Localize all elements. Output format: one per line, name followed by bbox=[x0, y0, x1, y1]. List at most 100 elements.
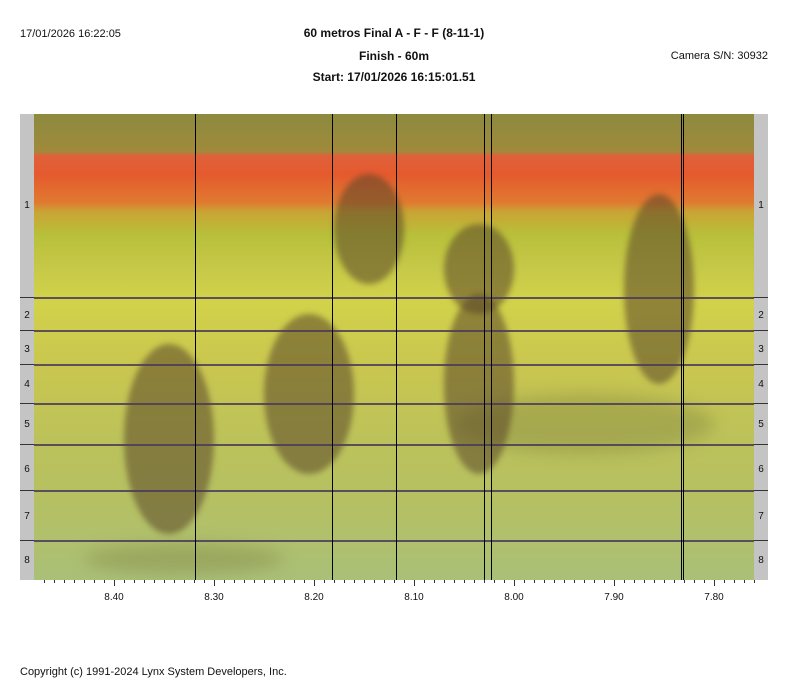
axis-tick bbox=[564, 580, 565, 583]
axis-tick-label: 8.30 bbox=[204, 592, 224, 603]
printed-timestamp: 17/01/2026 16:22:05 bbox=[20, 28, 121, 40]
axis-tick bbox=[694, 580, 695, 583]
photo-finish-image[interactable] bbox=[34, 114, 754, 580]
axis-tick bbox=[374, 580, 375, 583]
axis-tick bbox=[434, 580, 435, 583]
axis-tick bbox=[234, 580, 235, 583]
lane-separator bbox=[20, 297, 34, 298]
axis-tick bbox=[464, 580, 465, 583]
finish-time-line[interactable] bbox=[491, 114, 492, 580]
axis-tick bbox=[184, 580, 185, 583]
axis-tick bbox=[284, 580, 285, 583]
axis-tick bbox=[294, 580, 295, 583]
axis-tick-label: 8.00 bbox=[504, 592, 524, 603]
camera-serial: Camera S/N: 30932 bbox=[670, 50, 768, 62]
axis-tick bbox=[734, 580, 735, 583]
finish-time-line[interactable] bbox=[484, 114, 485, 580]
axis-tick bbox=[584, 580, 585, 583]
left-lane-label: 1 bbox=[24, 200, 30, 211]
lane-separator bbox=[20, 364, 34, 365]
axis-tick bbox=[224, 580, 225, 583]
axis-tick bbox=[534, 580, 535, 583]
right-lane-label: 7 bbox=[758, 511, 764, 522]
lane-separator bbox=[754, 403, 768, 404]
axis-tick bbox=[334, 580, 335, 583]
axis-tick bbox=[134, 580, 135, 583]
axis-tick bbox=[264, 580, 265, 583]
finish-time-line[interactable] bbox=[332, 114, 333, 580]
axis-tick bbox=[754, 580, 755, 583]
lane-divider bbox=[34, 444, 754, 446]
right-lane-label: 6 bbox=[758, 464, 764, 475]
lane-divider bbox=[34, 540, 754, 542]
axis-tick bbox=[394, 580, 395, 583]
axis-tick-label: 8.20 bbox=[304, 592, 324, 603]
athlete-lane6 bbox=[124, 344, 214, 534]
axis-tick bbox=[674, 580, 675, 583]
axis-tick-label: 8.10 bbox=[404, 592, 424, 603]
axis-tick bbox=[114, 580, 115, 586]
left-lane-bar bbox=[20, 114, 34, 580]
left-lane-label: 7 bbox=[24, 511, 30, 522]
axis-tick bbox=[484, 580, 485, 583]
axis-tick bbox=[254, 580, 255, 583]
lane-separator bbox=[754, 364, 768, 365]
axis-tick bbox=[404, 580, 405, 583]
athlete-lane1-a bbox=[334, 174, 404, 284]
finish-time-line[interactable] bbox=[681, 114, 682, 580]
axis-tick bbox=[604, 580, 605, 583]
lane-separator bbox=[20, 330, 34, 331]
axis-tick bbox=[64, 580, 65, 583]
axis-tick bbox=[454, 580, 455, 583]
axis-tick bbox=[574, 580, 575, 583]
axis-tick-label: 8.40 bbox=[104, 592, 124, 603]
athlete-lane3 bbox=[264, 314, 354, 474]
axis-tick bbox=[594, 580, 595, 583]
axis-tick bbox=[544, 580, 545, 583]
axis-tick bbox=[724, 580, 725, 583]
left-lane-label: 8 bbox=[24, 555, 30, 566]
left-lane-label: 2 bbox=[24, 310, 30, 321]
axis-tick bbox=[354, 580, 355, 583]
axis-tick bbox=[424, 580, 425, 583]
lane-divider bbox=[34, 403, 754, 405]
right-lane-label: 3 bbox=[758, 344, 764, 355]
lane-separator bbox=[754, 330, 768, 331]
left-lane-label: 3 bbox=[24, 344, 30, 355]
axis-tick bbox=[444, 580, 445, 583]
axis-tick bbox=[54, 580, 55, 583]
axis-tick bbox=[684, 580, 685, 583]
axis-tick-label: 7.80 bbox=[704, 592, 724, 603]
axis-tick bbox=[74, 580, 75, 583]
lane-divider bbox=[34, 297, 754, 299]
lane-separator bbox=[754, 444, 768, 445]
right-lane-label: 2 bbox=[758, 310, 764, 321]
right-lane-label: 4 bbox=[758, 379, 764, 390]
axis-tick bbox=[554, 580, 555, 583]
lane-separator bbox=[754, 540, 768, 541]
axis-tick bbox=[504, 580, 505, 583]
axis-tick bbox=[644, 580, 645, 583]
axis-tick bbox=[654, 580, 655, 583]
axis-tick bbox=[274, 580, 275, 583]
axis-tick bbox=[164, 580, 165, 583]
axis-tick bbox=[304, 580, 305, 583]
finish-time-line[interactable] bbox=[195, 114, 196, 580]
axis-tick bbox=[514, 580, 515, 586]
axis-tick bbox=[124, 580, 125, 583]
axis-tick bbox=[744, 580, 745, 583]
axis-tick bbox=[344, 580, 345, 583]
axis-tick bbox=[144, 580, 145, 583]
right-lane-label: 5 bbox=[758, 419, 764, 430]
finish-time-line[interactable] bbox=[396, 114, 397, 580]
right-lane-bar bbox=[754, 114, 768, 580]
axis-tick bbox=[174, 580, 175, 583]
axis-tick bbox=[414, 580, 415, 586]
left-lane-label: 5 bbox=[24, 419, 30, 430]
lane-separator bbox=[20, 403, 34, 404]
axis-tick bbox=[704, 580, 705, 583]
axis-tick bbox=[84, 580, 85, 583]
finish-time-line[interactable] bbox=[683, 114, 684, 580]
right-lane-label: 1 bbox=[758, 200, 764, 211]
lane-separator bbox=[20, 444, 34, 445]
